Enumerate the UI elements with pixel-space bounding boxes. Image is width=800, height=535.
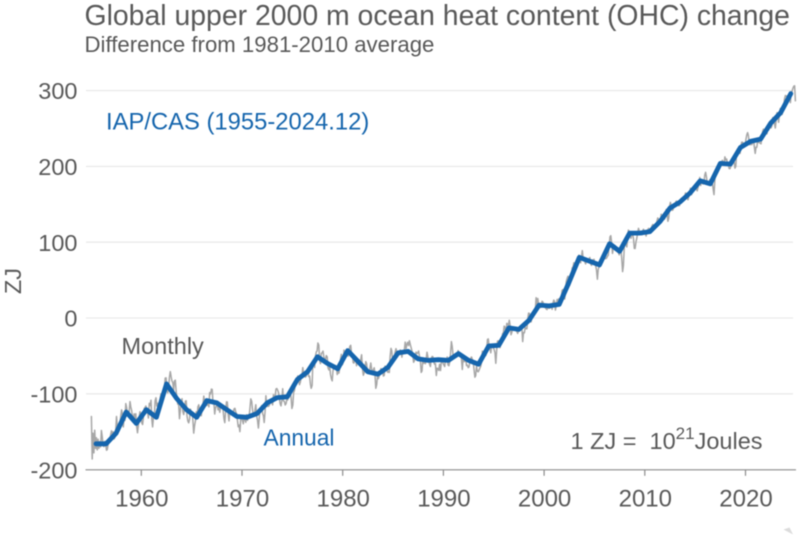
svg-text:-100: -100 bbox=[30, 381, 77, 407]
svg-text:Global upper 2000 m ocean heat: Global upper 2000 m ocean heat content (… bbox=[85, 0, 790, 32]
svg-text:-200: -200 bbox=[30, 457, 77, 483]
svg-text:Difference from 1981-2010 aver: Difference from 1981-2010 average bbox=[85, 32, 435, 57]
svg-text:1980: 1980 bbox=[317, 485, 370, 512]
svg-text:1970: 1970 bbox=[216, 485, 269, 512]
svg-text:ZJ: ZJ bbox=[0, 268, 26, 294]
svg-text:1960: 1960 bbox=[115, 485, 168, 512]
svg-text:1990: 1990 bbox=[417, 485, 470, 512]
svg-text:2010: 2010 bbox=[619, 485, 672, 512]
svg-text:IAP/CAS (1955-2024.12): IAP/CAS (1955-2024.12) bbox=[106, 108, 369, 135]
svg-text:2020: 2020 bbox=[719, 485, 772, 512]
svg-text:200: 200 bbox=[38, 154, 77, 180]
svg-text:1 ZJ = 1021Joules: 1 ZJ = 1021Joules bbox=[571, 424, 763, 454]
svg-text:Monthly: Monthly bbox=[122, 333, 205, 359]
svg-text:Annual: Annual bbox=[264, 424, 335, 450]
svg-text:300: 300 bbox=[38, 78, 77, 104]
svg-text:2000: 2000 bbox=[518, 485, 571, 512]
svg-text:100: 100 bbox=[38, 230, 77, 256]
svg-text:0: 0 bbox=[64, 306, 77, 332]
